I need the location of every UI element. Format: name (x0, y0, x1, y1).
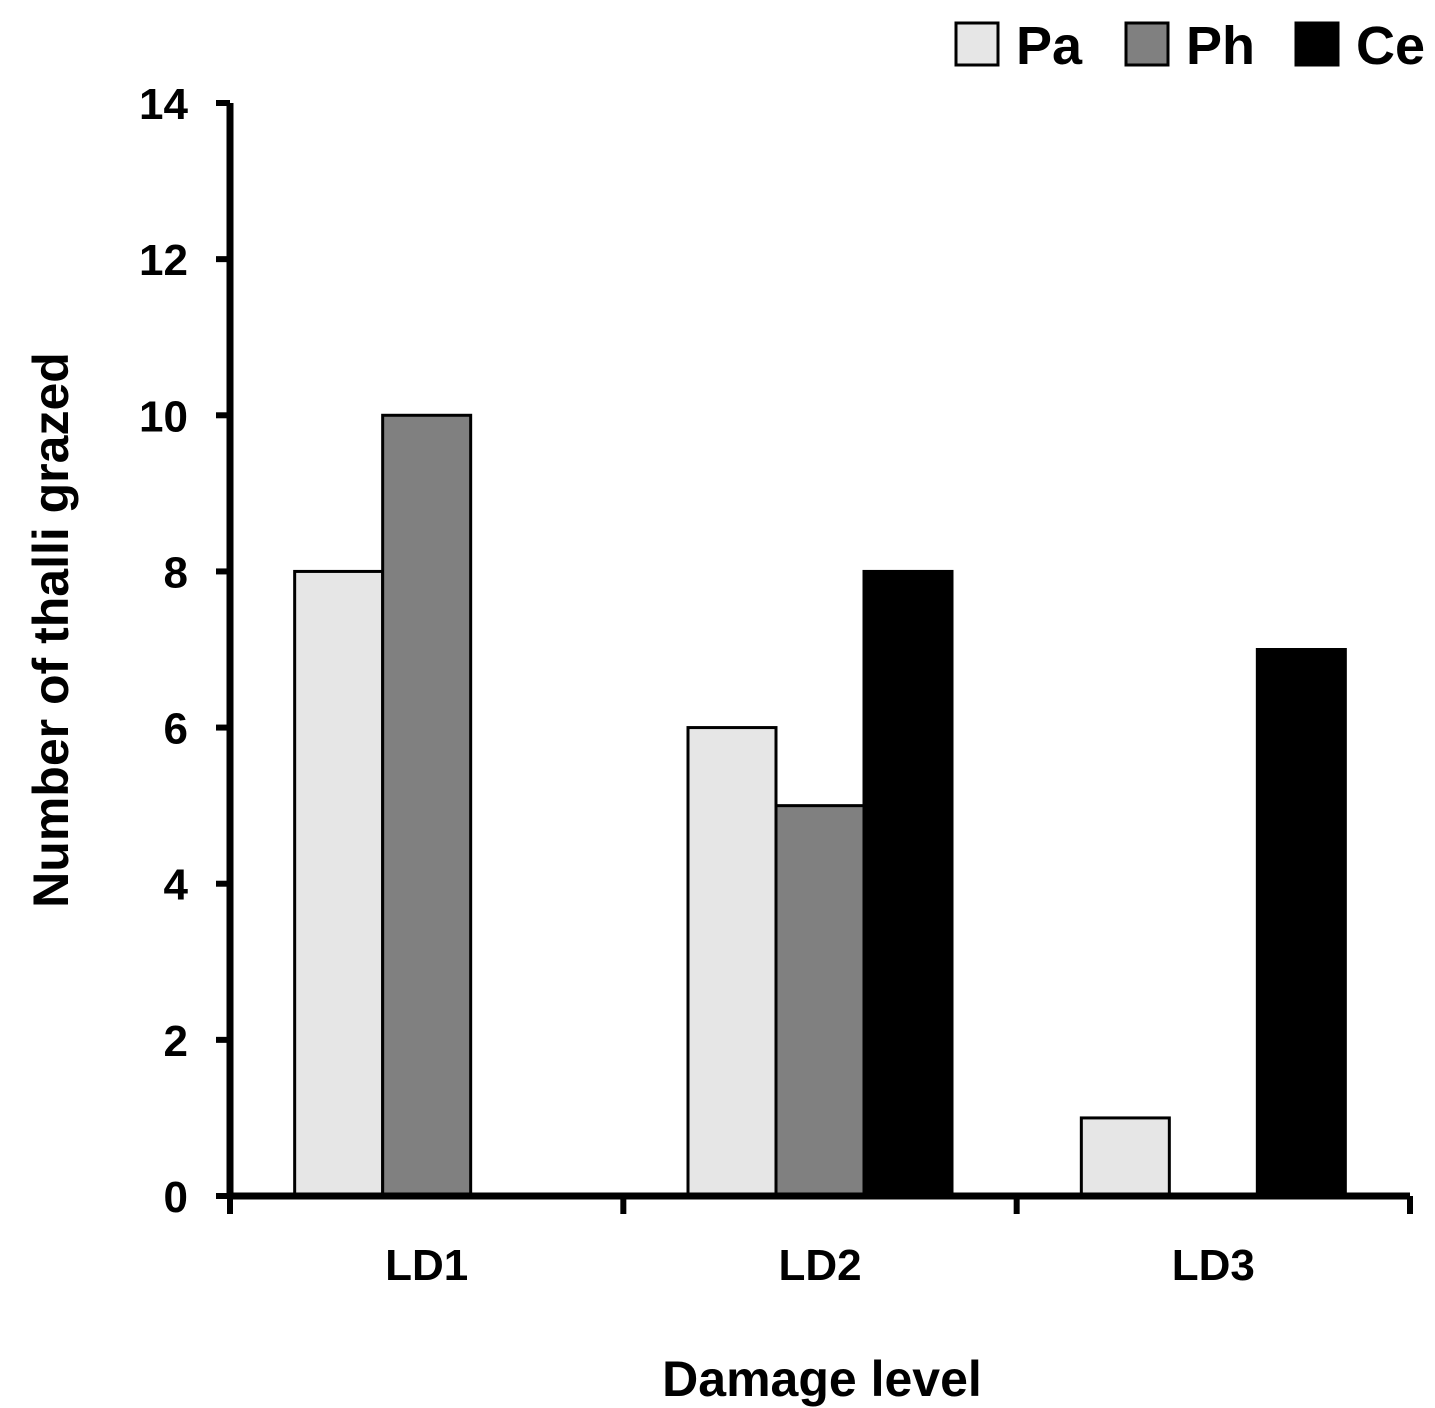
y-tick-label: 4 (164, 861, 189, 910)
x-category-label: LD2 (778, 1241, 861, 1290)
bar-pa-ld1 (293, 569, 385, 1198)
y-tick-label: 0 (164, 1173, 188, 1222)
y-tick-label: 10 (139, 392, 188, 441)
x-axis-title: Damage level (662, 1351, 982, 1407)
y-tick-label: 6 (164, 705, 188, 754)
x-category-label: LD1 (385, 1241, 468, 1290)
y-tick-label: 2 (164, 1017, 188, 1066)
legend-label-ce: Ce (1356, 16, 1425, 76)
bar-pa-ld3 (1079, 1116, 1171, 1198)
bar-ph-ld1 (381, 413, 473, 1198)
legend-swatch-ce (1294, 21, 1340, 67)
x-category-label: LD3 (1172, 1241, 1255, 1290)
bar-ph-ld2 (774, 804, 866, 1198)
y-axis-title: Number of thalli grazed (23, 352, 79, 908)
y-ticks-group: 0 2 4 6 8 10 12 14 (139, 80, 230, 1222)
x-ticks-group: LD1 LD2 LD3 (227, 1196, 1413, 1290)
bar-ce-ld3 (1255, 648, 1347, 1198)
y-tick-label: 14 (139, 80, 188, 129)
y-tick-label: 8 (164, 548, 188, 597)
bars-group (293, 413, 1347, 1198)
bar-pa-ld2 (686, 726, 778, 1198)
y-tick-label: 12 (139, 236, 188, 285)
bar-ce-ld2 (862, 569, 954, 1198)
legend-swatch-ph (1124, 21, 1170, 67)
legend-label-pa: Pa (1016, 16, 1083, 76)
legend-label-ph: Ph (1186, 16, 1255, 76)
legend-swatch-pa (954, 21, 1000, 67)
legend: Pa Ph Ce (954, 16, 1425, 76)
